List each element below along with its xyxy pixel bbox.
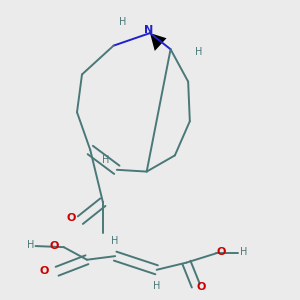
Text: H: H	[195, 47, 203, 57]
Text: H: H	[153, 281, 160, 291]
Text: H: H	[27, 240, 34, 250]
Text: H: H	[240, 247, 247, 257]
Text: O: O	[49, 241, 58, 251]
Text: O: O	[66, 213, 76, 224]
Text: N: N	[144, 25, 153, 35]
Text: H: H	[119, 16, 127, 27]
Text: O: O	[217, 247, 226, 257]
Text: O: O	[196, 282, 206, 292]
Polygon shape	[150, 33, 166, 51]
Text: H: H	[112, 236, 119, 246]
Text: O: O	[39, 266, 49, 276]
Text: H: H	[101, 155, 109, 165]
